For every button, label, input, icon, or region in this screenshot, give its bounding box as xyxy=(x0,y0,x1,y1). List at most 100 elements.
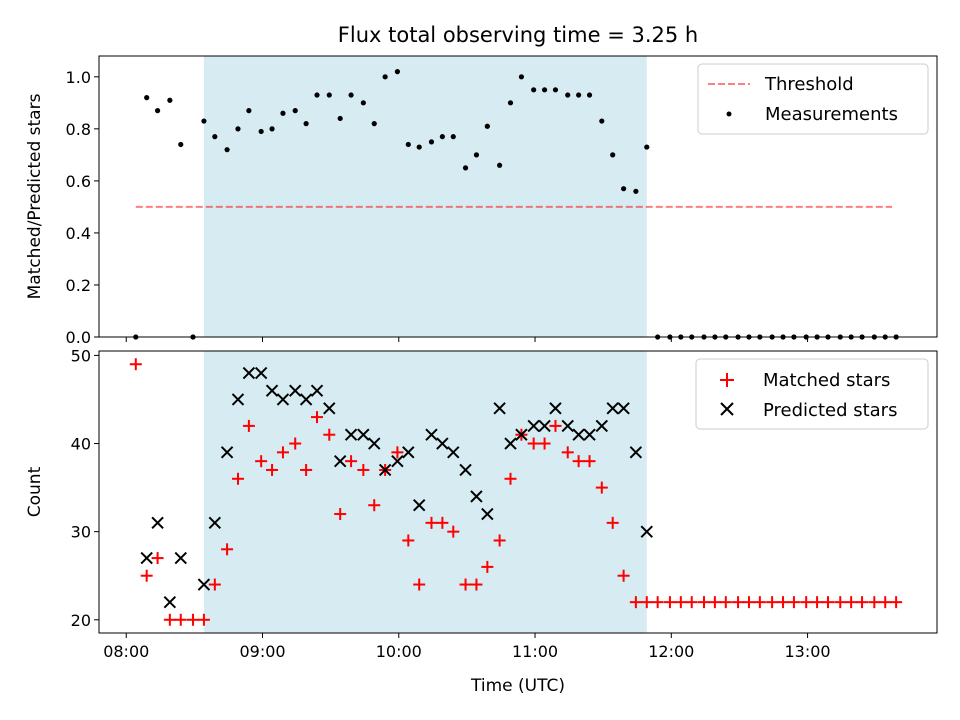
measurement-point xyxy=(144,95,150,101)
matched-point xyxy=(481,560,494,573)
measurements-series xyxy=(133,69,899,340)
measurement-point xyxy=(326,92,332,98)
matched-point xyxy=(606,516,619,529)
predicted-point xyxy=(629,446,643,459)
predicted-point-d2 xyxy=(163,595,177,609)
predicted-point xyxy=(344,428,358,441)
predicted-point xyxy=(402,446,415,459)
matched-point xyxy=(821,596,834,609)
bottom-x-ticks: 08:00 09:00 10:00 11:00 12:00 13:00 xyxy=(103,633,831,661)
predicted-point-d2 xyxy=(515,428,528,441)
predicted-point-d2 xyxy=(629,446,643,459)
predicted-point-d2 xyxy=(140,551,153,565)
predicted-point xyxy=(583,428,596,441)
measurement-point xyxy=(382,74,388,80)
matched-point xyxy=(174,613,187,626)
figure-title: Flux total observing time = 3.25 h xyxy=(338,23,698,47)
predicted-point xyxy=(436,437,449,450)
legend-matched-swatch xyxy=(720,373,734,387)
measurement-point xyxy=(235,126,241,132)
measurement-point xyxy=(518,74,525,80)
measurement-point xyxy=(371,121,377,127)
predicted-point-d2 xyxy=(344,428,358,441)
measurement-point xyxy=(154,108,161,114)
matched-point xyxy=(493,534,506,547)
measurement-point xyxy=(405,141,411,148)
measurement-point xyxy=(497,162,503,168)
measurement-point xyxy=(450,134,456,140)
matched-point xyxy=(732,596,745,609)
matched-point xyxy=(742,596,755,609)
measurement-point xyxy=(552,87,559,93)
measurement-point xyxy=(280,110,286,116)
predicted-point xyxy=(391,454,404,468)
matched-point xyxy=(766,596,779,609)
predicted-point xyxy=(549,402,562,415)
matched-point xyxy=(651,596,664,609)
predicted-point-d2 xyxy=(151,516,164,530)
predicted-point xyxy=(368,437,381,450)
top-y-ticks: 0.0 0.2 0.4 0.6 0.8 1.0 xyxy=(66,68,99,347)
measurement-point xyxy=(224,147,230,153)
predicted-point-d2 xyxy=(640,525,653,538)
matched-point xyxy=(868,596,881,609)
predicted-point xyxy=(299,393,313,406)
measurement-point xyxy=(416,144,422,150)
bottom-xtick-label: 13:00 xyxy=(784,642,830,661)
predicted-point xyxy=(538,419,551,433)
matched-point xyxy=(561,446,574,459)
bottom-ytick-label: 20 xyxy=(71,611,91,630)
predicted-point-d2 xyxy=(447,446,460,459)
bottom-legend-box xyxy=(695,358,929,430)
matched-point xyxy=(777,596,790,609)
matched-point xyxy=(151,552,164,565)
measurement-point xyxy=(167,97,173,103)
predicted-point xyxy=(425,428,438,441)
predicted-point-d2 xyxy=(481,507,494,521)
top-ytick-label: 0.6 xyxy=(66,172,91,191)
bottom-ytick-label: 50 xyxy=(71,346,91,365)
predicted-point-d2 xyxy=(197,578,211,591)
predicted-point xyxy=(527,419,540,433)
predicted-point xyxy=(208,516,222,530)
matched-point xyxy=(834,596,847,609)
bottom-axes-frame xyxy=(98,350,938,634)
legend-predicted-swatch xyxy=(720,402,734,416)
matched-point xyxy=(323,428,336,441)
measurement-point xyxy=(428,139,435,145)
predicted-point-d2 xyxy=(265,384,279,397)
matched-point xyxy=(617,569,630,582)
matched-point xyxy=(413,578,426,591)
predicted-point-d2 xyxy=(493,402,506,415)
predicted-point-d2 xyxy=(368,437,381,450)
matched-point xyxy=(697,596,710,609)
predicted-stars-series xyxy=(140,366,653,609)
bottom-ytick-label: 30 xyxy=(71,523,91,542)
matched-point xyxy=(629,596,642,609)
measurement-point xyxy=(394,69,401,75)
matched-point xyxy=(276,446,289,459)
matched-point xyxy=(255,455,268,468)
predicted-point-d2 xyxy=(208,516,222,530)
matched-point xyxy=(300,463,313,476)
matched-point xyxy=(787,596,800,609)
measurement-point xyxy=(201,118,207,124)
predicted-point xyxy=(231,393,245,406)
measurement-point xyxy=(292,108,298,114)
predicted-point xyxy=(459,463,472,477)
measurement-point xyxy=(212,134,218,140)
predicted-point xyxy=(220,446,234,459)
matched-point xyxy=(266,463,279,476)
top-panel: 0.0 0.2 0.4 0.6 0.8 1.0 Matched/Predicted sta… xyxy=(25,55,938,347)
matched-point xyxy=(674,596,687,609)
bottom-ytick-label: 40 xyxy=(71,435,91,454)
matched-point xyxy=(663,596,676,609)
predicted-point xyxy=(572,428,585,441)
predicted-point-d2 xyxy=(617,402,630,415)
predicted-point-d2 xyxy=(504,437,517,450)
predicted-point xyxy=(378,463,392,477)
measurement-point xyxy=(541,87,548,93)
predicted-point-d2 xyxy=(378,463,392,477)
bottom-xtick-label: 08:00 xyxy=(103,642,149,661)
